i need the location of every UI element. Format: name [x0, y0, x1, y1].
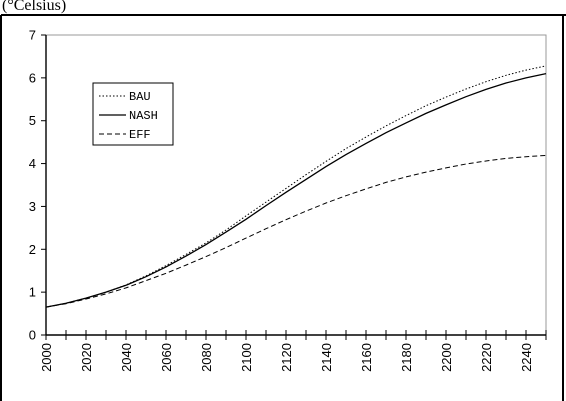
y-tick-label: 6	[29, 70, 36, 85]
legend: BAU NASH EFF	[92, 82, 174, 146]
y-axis: 0 1 2 3 4 5 6 7	[29, 28, 47, 343]
y-tick-label: 0	[29, 328, 36, 343]
y-tick-label: 1	[29, 285, 36, 300]
series-line-nash	[45, 72, 547, 308]
x-tick-label: 2160	[359, 343, 374, 372]
legend-label-nash: NASH	[129, 109, 158, 123]
x-tick-label: 2120	[279, 343, 294, 372]
x-tick-label: 2220	[479, 343, 494, 372]
y-tick-label: 5	[29, 113, 36, 128]
legend-label-eff: EFF	[129, 128, 151, 142]
x-tick-label: 2180	[399, 343, 414, 372]
y-tick-label: 2	[29, 242, 36, 257]
x-tick-label: 2200	[439, 343, 454, 372]
legend-label-bau: BAU	[129, 90, 151, 104]
x-tick-label: 2000	[39, 343, 54, 372]
x-tick-label: 2040	[119, 343, 134, 372]
legend-box	[92, 82, 174, 146]
plot-area	[45, 34, 547, 336]
series-line-bau	[45, 65, 547, 308]
series-line-eff	[45, 154, 547, 308]
x-tick-label: 2060	[159, 343, 174, 372]
y-tick-label: 3	[29, 199, 36, 214]
x-tick-label: 2080	[199, 343, 214, 372]
unit-fragment-label: (°Celsius)	[2, 0, 66, 14]
x-tick-label: 2100	[239, 343, 254, 372]
series-layer	[45, 65, 547, 308]
x-tick-label: 2240	[519, 343, 534, 372]
x-axis: 2000 2020 2040 2060 2080 2100 2120 2140 2160 2180…	[39, 330, 547, 372]
y-tick-label: 7	[29, 28, 36, 43]
x-tick-label: 2020	[79, 343, 94, 372]
x-tick-label: 2140	[319, 343, 334, 372]
y-tick-label: 4	[29, 156, 36, 171]
